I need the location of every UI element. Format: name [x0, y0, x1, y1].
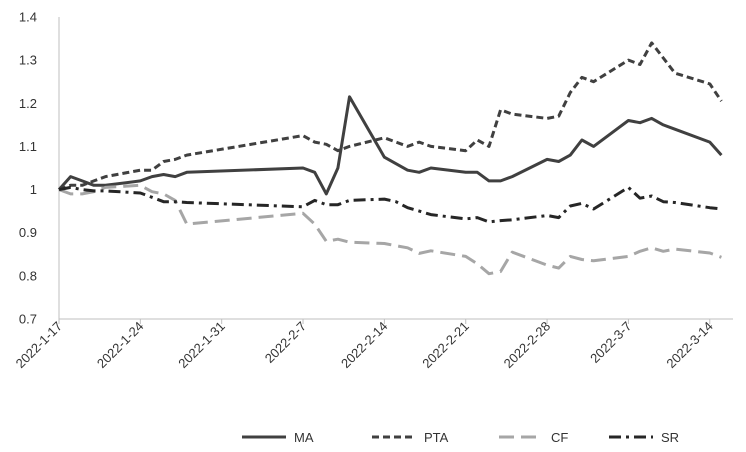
- y-tick-label: 1.2: [19, 96, 37, 111]
- x-tick-label: 2022-2-28: [501, 319, 554, 372]
- series-line-pta: [58, 41, 723, 192]
- y-axis-ticks: 0.7 0.8 0.9 1 1.1 1.2 1.3 1.4: [19, 10, 37, 327]
- x-tick-label: 2022-2-14: [338, 319, 391, 372]
- y-tick-label: 1.3: [19, 53, 37, 68]
- series-layer: [57, 41, 723, 276]
- x-tick-label: 2022-3-14: [663, 319, 716, 372]
- y-tick-label: 0.7: [19, 312, 37, 327]
- x-tick-label: 2022-1-31: [175, 319, 228, 372]
- x-tick-label: 2022-1-24: [94, 319, 147, 372]
- legend-label-pta: PTA: [424, 430, 449, 445]
- x-axis-ticks: 2022-1-17 2022-1-24 2022-1-31 2022-2-7 2022-…: [13, 319, 716, 372]
- y-tick-label: 0.9: [19, 225, 37, 240]
- legend-label-cf: CF: [551, 430, 568, 445]
- x-tick-label: 2022-2-7: [262, 319, 309, 366]
- y-tick-label: 0.8: [19, 268, 37, 283]
- x-tick-label: 2022-3-7: [587, 319, 634, 366]
- legend-label-sr: SR: [661, 430, 679, 445]
- y-tick-label: 1: [30, 182, 37, 197]
- y-tick-label: 1.4: [19, 10, 37, 25]
- legend-label-ma: MA: [294, 430, 314, 445]
- series-line-cf: [58, 183, 722, 276]
- x-tick-label: 2022-2-21: [419, 319, 472, 372]
- legend: MA PTA CF SR: [242, 430, 679, 445]
- y-tick-label: 1.1: [19, 139, 37, 154]
- series-line-ma: [57, 95, 723, 196]
- series-line-sr: [58, 185, 722, 224]
